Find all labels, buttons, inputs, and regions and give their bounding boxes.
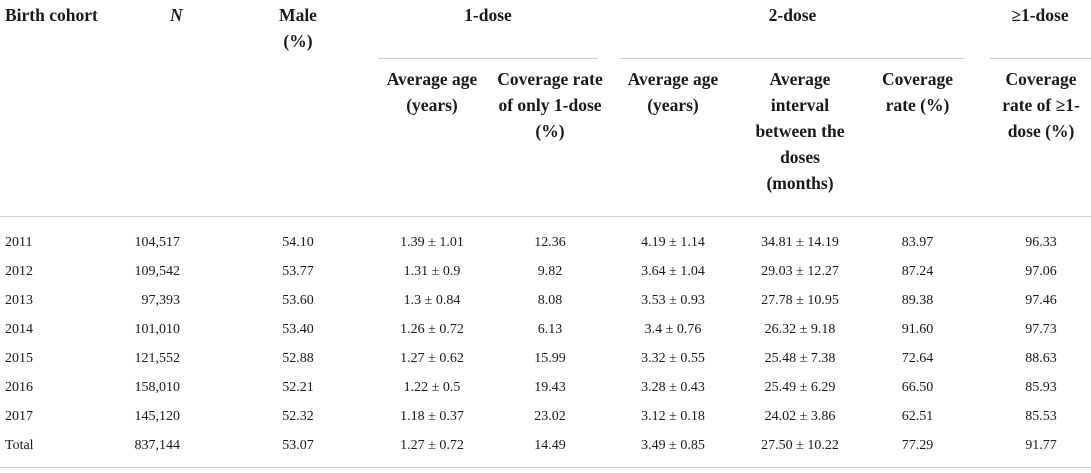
cell-age1: 1.22 ± 0.5 bbox=[403, 380, 461, 395]
cell-male: 53.77 bbox=[282, 264, 314, 279]
cell-interval: 27.50 ± 10.22 bbox=[761, 438, 839, 453]
cell-n: 158,010 bbox=[134, 380, 181, 395]
table-bottom-rule bbox=[0, 467, 1091, 468]
cell-cov-ge1: 85.53 bbox=[1025, 409, 1057, 424]
header-n: N bbox=[170, 5, 183, 25]
cell-cov-ge1: 97.06 bbox=[1025, 264, 1057, 279]
cell-interval: 27.78 ± 10.95 bbox=[761, 293, 839, 308]
cell-age1: 1.27 ± 0.62 bbox=[400, 351, 464, 366]
cell-cov2: 89.38 bbox=[901, 293, 934, 308]
cell-cov-ge1: 97.46 bbox=[1025, 293, 1057, 308]
cell-cov2: 62.51 bbox=[901, 409, 934, 424]
subheader-one-dose-average-age: Average age (years) bbox=[386, 69, 478, 115]
cell-cov2: 66.50 bbox=[901, 380, 934, 395]
header-birth-cohort: Birth cohort bbox=[5, 5, 98, 25]
cell-male: 53.07 bbox=[282, 438, 314, 453]
cell-age2: 3.28 ± 0.43 bbox=[641, 380, 705, 395]
subheader-two-dose-coverage: Coverage rate (%) bbox=[882, 69, 953, 115]
subheader-ge-one-dose-coverage: Coverage rate of ≥1-dose (%) bbox=[1002, 69, 1080, 141]
subheader-two-dose-average-age: Average age (years) bbox=[627, 69, 719, 115]
cell-cov1: 15.99 bbox=[534, 351, 566, 366]
group-rule-one-dose bbox=[378, 58, 598, 59]
cell-interval: 25.48 ± 7.38 bbox=[764, 351, 836, 366]
group-rule-ge-one-dose bbox=[990, 58, 1091, 59]
cell-cohort: 2017 bbox=[5, 409, 33, 424]
cell-cov-ge1: 91.77 bbox=[1025, 438, 1057, 453]
cell-interval: 34.81 ± 14.19 bbox=[761, 235, 839, 250]
header-one-dose: 1-dose bbox=[464, 5, 512, 25]
cell-cohort: 2014 bbox=[5, 322, 33, 337]
header-bottom-rule bbox=[0, 216, 1091, 217]
cell-cohort: Total bbox=[5, 438, 34, 453]
cell-cov-ge1: 96.33 bbox=[1025, 235, 1057, 250]
cell-cohort: 2013 bbox=[5, 293, 33, 308]
cell-age1: 1.18 ± 0.37 bbox=[400, 409, 464, 424]
cell-cohort: 2011 bbox=[5, 235, 33, 250]
cell-n: 145,120 bbox=[134, 409, 181, 424]
cell-n: 97,393 bbox=[141, 293, 181, 308]
cell-n: 109,542 bbox=[134, 264, 181, 279]
cell-cov-ge1: 85.93 bbox=[1025, 380, 1057, 395]
cell-male: 52.21 bbox=[282, 380, 314, 395]
cell-cohort: 2015 bbox=[5, 351, 33, 366]
cell-interval: 26.32 ± 9.18 bbox=[764, 322, 836, 337]
cell-male: 54.10 bbox=[282, 235, 314, 250]
cell-n: 837,144 bbox=[134, 438, 181, 453]
header-ge-one-dose: ≥1-dose bbox=[1011, 5, 1069, 25]
cell-interval: 25.49 ± 6.29 bbox=[764, 380, 836, 395]
group-rule-two-dose bbox=[620, 58, 965, 59]
cell-male: 52.32 bbox=[282, 409, 314, 424]
cell-age2: 3.53 ± 0.93 bbox=[641, 293, 705, 308]
cell-cov2: 77.29 bbox=[901, 438, 934, 453]
header-male: Male (%) bbox=[279, 5, 317, 51]
header-two-dose: 2-dose bbox=[768, 5, 817, 25]
cell-age1: 1.39 ± 1.01 bbox=[400, 235, 464, 250]
cell-age2: 4.19 ± 1.14 bbox=[641, 235, 705, 250]
subheader-two-dose-interval: Average interval between the doses (mont… bbox=[755, 69, 845, 193]
cell-age2: 3.64 ± 1.04 bbox=[641, 264, 705, 279]
cell-cov1: 14.49 bbox=[534, 438, 566, 453]
cell-age1: 1.31 ± 0.9 bbox=[403, 264, 461, 279]
cell-male: 53.40 bbox=[282, 322, 314, 337]
cell-male: 52.88 bbox=[282, 351, 314, 366]
cell-cov2: 83.97 bbox=[901, 235, 934, 250]
cell-n: 101,010 bbox=[134, 322, 181, 337]
cell-interval: 29.03 ± 12.27 bbox=[761, 264, 839, 279]
cell-interval: 24.02 ± 3.86 bbox=[764, 409, 836, 424]
cell-age1: 1.3 ± 0.84 bbox=[403, 293, 461, 308]
cell-age1: 1.26 ± 0.72 bbox=[400, 322, 464, 337]
cell-cov1: 19.43 bbox=[534, 380, 566, 395]
cell-cov1: 6.13 bbox=[537, 322, 563, 337]
cell-cohort: 2012 bbox=[5, 264, 33, 279]
cell-age2: 3.12 ± 0.18 bbox=[641, 409, 705, 424]
cell-cov-ge1: 88.63 bbox=[1025, 351, 1057, 366]
cell-cov-ge1: 97.73 bbox=[1025, 322, 1057, 337]
cell-n: 104,517 bbox=[134, 235, 181, 250]
cell-cohort: 2016 bbox=[5, 380, 33, 395]
cell-cov1: 23.02 bbox=[534, 409, 566, 424]
cell-n: 121,552 bbox=[134, 351, 181, 366]
cell-age2: 3.49 ± 0.85 bbox=[641, 438, 705, 453]
cell-age2: 3.32 ± 0.55 bbox=[641, 351, 705, 366]
cell-cov2: 91.60 bbox=[901, 322, 934, 337]
cell-cov1: 8.08 bbox=[537, 293, 563, 308]
cell-male: 53.60 bbox=[282, 293, 314, 308]
subheader-one-dose-coverage: Coverage rate of only 1-dose (%) bbox=[497, 69, 603, 141]
cell-age1: 1.27 ± 0.72 bbox=[400, 438, 464, 453]
cell-age2: 3.4 ± 0.76 bbox=[644, 322, 702, 337]
cell-cov2: 72.64 bbox=[901, 351, 934, 366]
cell-cov1: 12.36 bbox=[534, 235, 566, 250]
cell-cov2: 87.24 bbox=[901, 264, 934, 279]
cell-cov1: 9.82 bbox=[537, 264, 563, 279]
